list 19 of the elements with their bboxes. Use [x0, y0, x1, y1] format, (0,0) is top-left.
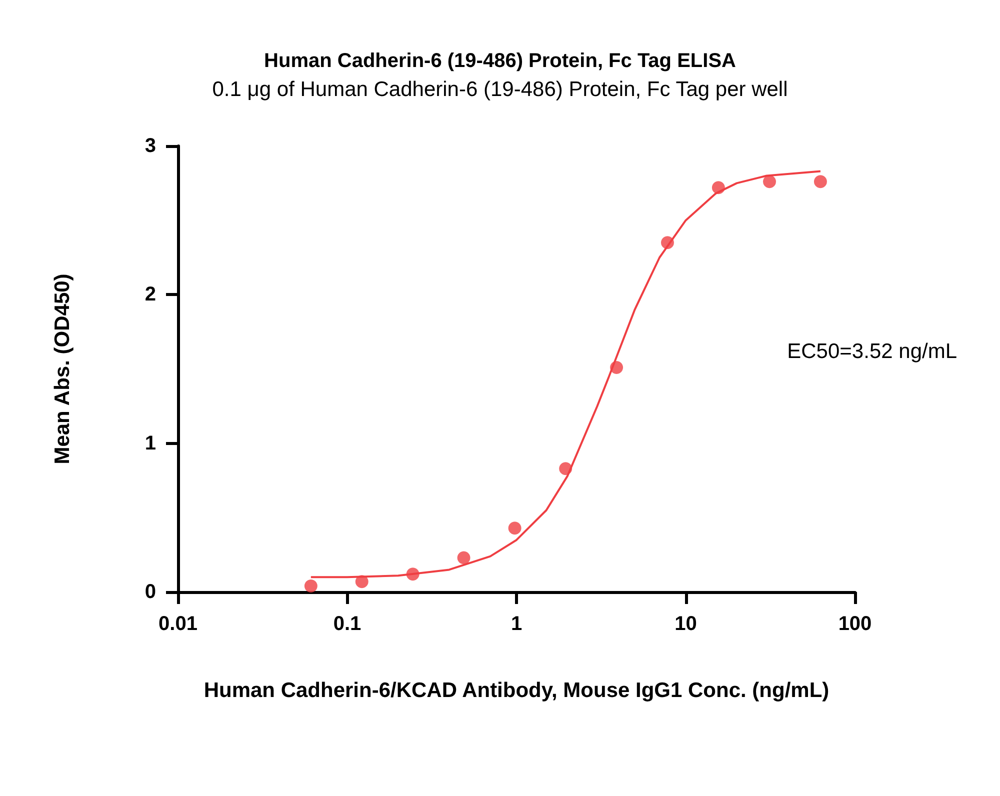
point — [457, 551, 470, 564]
point — [763, 175, 776, 188]
y-tick-label: 0 — [144, 581, 156, 603]
point — [304, 580, 318, 593]
y-tick-label: 3 — [144, 135, 156, 157]
point — [814, 175, 827, 188]
point — [508, 522, 522, 535]
x-tick-label: 0.1 — [333, 613, 362, 635]
y-tick-label: 2 — [144, 284, 156, 306]
x-tick-label: 10 — [674, 613, 697, 635]
y-tick-label: 1 — [144, 432, 156, 454]
x-tick-label: 0.01 — [158, 613, 198, 635]
annotation: EC50=3.52 ng/mL — [787, 340, 958, 363]
y-axis-title: Mean Abs. (OD450) — [51, 274, 74, 464]
x-tick-label: 1 — [510, 613, 522, 635]
x-tick-label: 100 — [838, 613, 872, 635]
chart-subtitle: 0.1 μg of Human Cadherin-6 (19-486) Protein, Fc Tag per well — [212, 78, 788, 101]
x-axis-title: Human Cadherin-6/KCAD Antibody, Mouse IgG1 Conc. (ng/mL) — [204, 679, 830, 702]
chart-title: Human Cadherin-6 (19-486) Protein, Fc Tag ELISA — [264, 50, 736, 72]
